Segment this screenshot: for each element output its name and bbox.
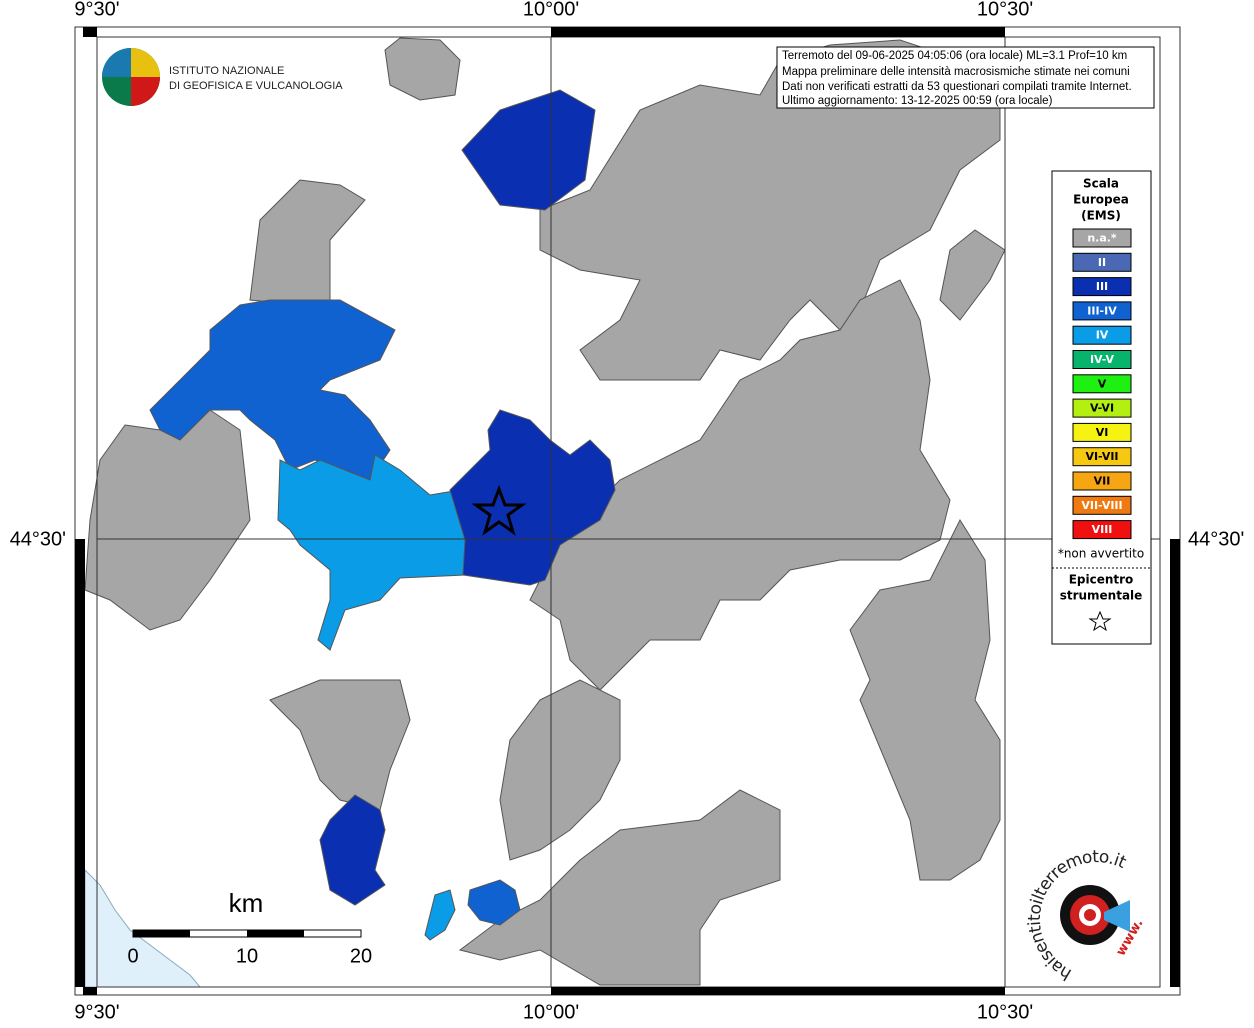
logo-text: DI GEOFISICA E VULCANOLOGIA <box>169 80 343 92</box>
epicenter-star <box>471 484 527 536</box>
frame-band <box>83 987 97 995</box>
legend-label: n.a.* <box>1087 232 1117 245</box>
legend-label: IV <box>1096 329 1109 342</box>
logo-globe-part <box>131 48 160 77</box>
legend-title: Scala <box>1083 177 1119 191</box>
municipality <box>499 679 621 861</box>
municipality <box>449 409 616 586</box>
legend-label: III <box>1096 280 1108 293</box>
municipality <box>149 299 396 481</box>
logo-globe-part <box>131 77 160 106</box>
legend-swatch <box>1072 471 1132 491</box>
longitude-label: 10°30' <box>977 0 1033 20</box>
longitude-label: 10°00' <box>523 0 579 20</box>
frame-band <box>551 987 1005 995</box>
municipality <box>384 37 461 101</box>
legend-label: II <box>1098 256 1106 269</box>
longitude-label: 9°30' <box>74 1001 119 1023</box>
scale-unit: km <box>229 888 264 918</box>
frame-band <box>1170 539 1180 987</box>
latitude-label: 44°30' <box>1188 528 1244 550</box>
legend-swatch <box>1072 228 1132 248</box>
legend: Scala Europea (EMS) *non avvertito Epice… <box>1051 170 1152 645</box>
ingv-logo: ISTITUTO NAZIONALE DI GEOFISICA E VULCAN… <box>102 48 343 106</box>
longitude-label: 9°30' <box>74 0 119 20</box>
scale-label: 20 <box>350 945 372 967</box>
frame-band <box>83 27 97 37</box>
legend-label: V-VI <box>1090 402 1114 415</box>
scale-segment <box>247 930 304 937</box>
frame-band <box>75 539 85 987</box>
legend-swatch <box>1072 325 1132 345</box>
legend-title: Europea <box>1073 193 1129 207</box>
municipality <box>319 794 386 906</box>
legend-note: *non avvertito <box>1058 547 1144 561</box>
frame-band <box>551 27 1005 37</box>
site-logo-ring <box>1084 909 1096 921</box>
site-logo-speaker <box>1104 900 1130 932</box>
legend-label: IV-V <box>1090 353 1115 366</box>
legend-swatch <box>1072 495 1132 515</box>
coordinate-labels: 9°30' 9°30' 10°00' 10°00' 10°30' 10°30' 44°30'… <box>10 0 1245 1023</box>
longitude-label: 10°00' <box>523 1001 579 1023</box>
legend-label: III-IV <box>1087 304 1117 317</box>
legend-swatch <box>1072 277 1132 297</box>
scale-label: 10 <box>236 945 258 967</box>
legend-swatch <box>1072 252 1132 272</box>
legend-label: V <box>1098 377 1107 390</box>
legend-swatch <box>1072 398 1132 418</box>
scale-segment <box>133 930 190 937</box>
latitude-label: 44°30' <box>10 528 66 550</box>
regions <box>84 37 1006 988</box>
municipality <box>529 279 951 691</box>
info-line: Ultimo aggiornamento: 13-12-2025 00:59 (… <box>782 95 1053 107</box>
municipality <box>424 889 456 941</box>
frame <box>74 26 1181 996</box>
municipality <box>277 454 471 651</box>
legend-swatch <box>1072 447 1132 467</box>
info-box-frame <box>776 46 1155 109</box>
info-line: Terremoto del 09-06-2025 04:05:06 (ora l… <box>782 50 1127 62</box>
legend-epicenter: Epicentro <box>1069 573 1134 587</box>
info-box: Terremoto del 09-06-2025 04:05:06 (ora l… <box>776 46 1155 109</box>
legend-label: VIII <box>1092 523 1113 536</box>
municipality <box>849 518 1001 881</box>
logo-globe-part <box>102 48 131 77</box>
grid <box>97 37 1160 987</box>
scale-bar: km 0 10 20 <box>127 888 372 967</box>
municipality <box>461 89 596 211</box>
legend-title: (EMS) <box>1081 209 1121 223</box>
legend-label: VII-VIII <box>1081 499 1122 512</box>
longitude-label: 10°30' <box>977 1001 1033 1023</box>
municipality <box>467 879 521 926</box>
legend-swatch <box>1072 374 1132 394</box>
scale-label: 0 <box>127 945 138 967</box>
legend-label: VI <box>1096 426 1109 439</box>
legend-epicenter: strumentale <box>1060 589 1143 603</box>
municipality <box>458 789 781 986</box>
legend-label: VI-VII <box>1085 450 1118 463</box>
legend-swatch <box>1072 422 1132 442</box>
info-line: Dati non verificati estratti da 53 quest… <box>782 81 1132 93</box>
legend-swatch <box>1072 301 1132 321</box>
info-line: Mappa preliminare delle intensità macros… <box>782 66 1130 78</box>
legend-star <box>1088 610 1112 632</box>
legend-swatch <box>1072 350 1132 369</box>
legend-label: VII <box>1094 475 1111 488</box>
logo-text: ISTITUTO NAZIONALE <box>169 65 284 77</box>
legend-swatch <box>1072 520 1132 540</box>
municipality <box>269 679 411 811</box>
